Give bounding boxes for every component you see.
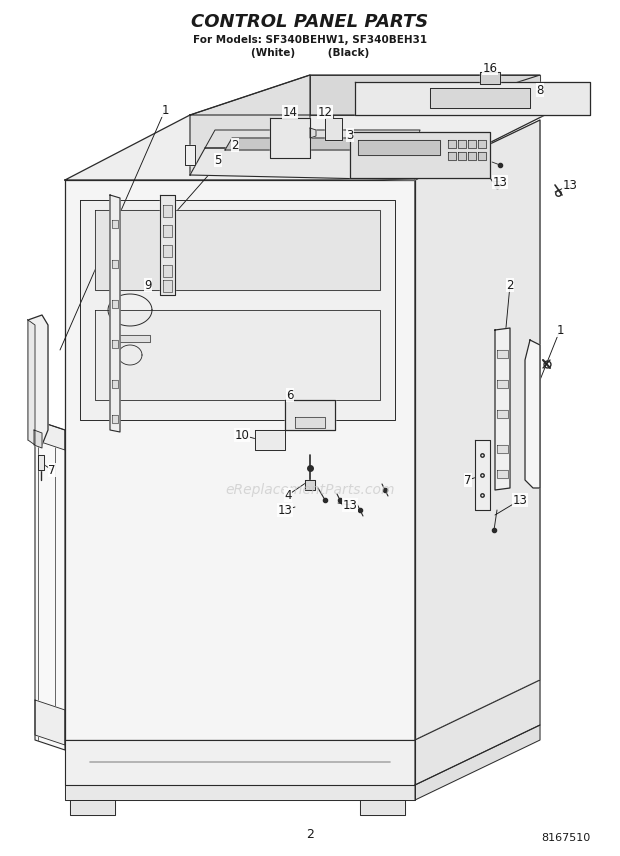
Polygon shape bbox=[95, 310, 380, 400]
Polygon shape bbox=[497, 470, 508, 478]
Polygon shape bbox=[65, 785, 415, 800]
Polygon shape bbox=[295, 417, 325, 428]
Polygon shape bbox=[475, 440, 490, 510]
Polygon shape bbox=[350, 132, 490, 178]
Polygon shape bbox=[115, 335, 150, 342]
Polygon shape bbox=[190, 148, 415, 180]
Polygon shape bbox=[110, 195, 120, 432]
Polygon shape bbox=[285, 400, 335, 430]
Text: 6: 6 bbox=[286, 389, 294, 401]
Text: 13: 13 bbox=[343, 498, 358, 512]
Polygon shape bbox=[112, 415, 118, 423]
Polygon shape bbox=[163, 245, 172, 257]
Polygon shape bbox=[225, 138, 395, 150]
Text: 8167510: 8167510 bbox=[541, 833, 590, 843]
Text: 13: 13 bbox=[562, 179, 577, 192]
Text: 14: 14 bbox=[283, 105, 298, 118]
Text: 8: 8 bbox=[536, 84, 544, 97]
Polygon shape bbox=[497, 410, 508, 418]
Polygon shape bbox=[468, 140, 476, 148]
Polygon shape bbox=[35, 420, 65, 750]
Polygon shape bbox=[190, 75, 310, 175]
Polygon shape bbox=[458, 140, 466, 148]
Polygon shape bbox=[415, 725, 540, 800]
Polygon shape bbox=[310, 75, 540, 115]
Text: 12: 12 bbox=[317, 105, 332, 118]
Polygon shape bbox=[65, 115, 545, 180]
Text: 2: 2 bbox=[306, 829, 314, 841]
Polygon shape bbox=[112, 340, 118, 348]
Polygon shape bbox=[28, 320, 35, 445]
Text: eReplacementParts.com: eReplacementParts.com bbox=[225, 483, 395, 497]
Text: 1: 1 bbox=[556, 324, 564, 336]
Polygon shape bbox=[497, 380, 508, 388]
Text: CONTROL PANEL PARTS: CONTROL PANEL PARTS bbox=[192, 13, 428, 31]
Text: 13: 13 bbox=[513, 494, 528, 507]
Polygon shape bbox=[325, 118, 342, 140]
Polygon shape bbox=[448, 152, 456, 160]
Text: (White)         (Black): (White) (Black) bbox=[251, 48, 369, 58]
Text: 9: 9 bbox=[144, 278, 152, 292]
Text: 10: 10 bbox=[234, 429, 249, 442]
Text: 5: 5 bbox=[215, 153, 222, 167]
Polygon shape bbox=[205, 130, 420, 148]
Polygon shape bbox=[270, 118, 310, 158]
Polygon shape bbox=[35, 420, 65, 450]
Polygon shape bbox=[112, 380, 118, 388]
Text: 4: 4 bbox=[284, 489, 292, 502]
Polygon shape bbox=[478, 140, 486, 148]
Polygon shape bbox=[163, 280, 172, 292]
Text: For Models: SF340BEHW1, SF340BEH31: For Models: SF340BEHW1, SF340BEH31 bbox=[193, 35, 427, 45]
Polygon shape bbox=[65, 740, 415, 785]
Polygon shape bbox=[355, 82, 590, 115]
Polygon shape bbox=[478, 152, 486, 160]
Text: 13: 13 bbox=[492, 175, 507, 188]
Polygon shape bbox=[525, 340, 540, 488]
Polygon shape bbox=[448, 140, 456, 148]
Polygon shape bbox=[360, 800, 405, 815]
Polygon shape bbox=[305, 480, 315, 490]
Polygon shape bbox=[310, 128, 316, 138]
Polygon shape bbox=[185, 145, 195, 165]
Polygon shape bbox=[163, 205, 172, 217]
Text: 7: 7 bbox=[464, 473, 472, 486]
Polygon shape bbox=[160, 195, 175, 295]
Polygon shape bbox=[285, 400, 335, 430]
Polygon shape bbox=[497, 350, 508, 358]
Text: 2: 2 bbox=[507, 278, 514, 292]
Polygon shape bbox=[255, 430, 285, 450]
Polygon shape bbox=[70, 800, 115, 815]
Polygon shape bbox=[65, 180, 415, 740]
Polygon shape bbox=[112, 220, 118, 228]
Polygon shape bbox=[458, 152, 466, 160]
Polygon shape bbox=[480, 72, 500, 84]
Polygon shape bbox=[415, 680, 540, 785]
Text: 3: 3 bbox=[347, 128, 353, 141]
Polygon shape bbox=[468, 152, 476, 160]
Polygon shape bbox=[28, 315, 48, 445]
Polygon shape bbox=[430, 88, 530, 108]
Polygon shape bbox=[35, 700, 65, 745]
Polygon shape bbox=[80, 200, 395, 420]
Polygon shape bbox=[112, 260, 118, 268]
Text: 2: 2 bbox=[231, 139, 239, 152]
Polygon shape bbox=[495, 328, 510, 490]
Text: 7: 7 bbox=[48, 463, 56, 477]
Polygon shape bbox=[112, 300, 118, 308]
Polygon shape bbox=[163, 265, 172, 277]
Polygon shape bbox=[95, 210, 380, 290]
Polygon shape bbox=[415, 120, 540, 740]
Text: 1: 1 bbox=[161, 104, 169, 116]
Text: 13: 13 bbox=[278, 503, 293, 516]
Polygon shape bbox=[358, 140, 440, 155]
Polygon shape bbox=[163, 225, 172, 237]
Polygon shape bbox=[497, 445, 508, 453]
Polygon shape bbox=[34, 430, 42, 448]
Text: 16: 16 bbox=[482, 62, 497, 74]
Polygon shape bbox=[38, 455, 44, 470]
Polygon shape bbox=[190, 75, 540, 115]
